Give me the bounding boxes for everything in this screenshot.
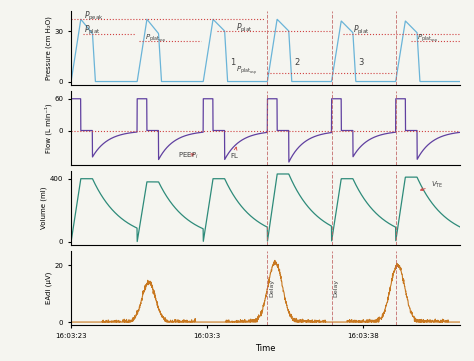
X-axis label: Time: Time bbox=[255, 344, 276, 353]
Text: $P_\mathrm{plat_{asp}}$: $P_\mathrm{plat_{asp}}$ bbox=[145, 33, 166, 45]
Y-axis label: Volume (ml): Volume (ml) bbox=[41, 187, 47, 229]
Text: $V_\mathrm{TE}$: $V_\mathrm{TE}$ bbox=[420, 179, 443, 191]
Text: $P_\mathrm{plat}$: $P_\mathrm{plat}$ bbox=[84, 24, 100, 37]
Text: $\mathrm{PEEP}_i$: $\mathrm{PEEP}_i$ bbox=[178, 151, 199, 161]
Text: FL: FL bbox=[230, 147, 238, 159]
Text: $P_\mathrm{peak}$: $P_\mathrm{peak}$ bbox=[84, 10, 103, 23]
Y-axis label: EAdi (μV): EAdi (μV) bbox=[46, 272, 52, 304]
Text: 2: 2 bbox=[294, 58, 300, 67]
Y-axis label: Pressure (cm H₂O): Pressure (cm H₂O) bbox=[45, 16, 52, 80]
Text: $P_\mathrm{plat}$: $P_\mathrm{plat}$ bbox=[236, 22, 253, 35]
Text: 1: 1 bbox=[230, 58, 236, 67]
Text: $P_\mathrm{plat}$: $P_\mathrm{plat}$ bbox=[353, 24, 370, 37]
Text: 3: 3 bbox=[359, 58, 364, 67]
Text: Delay: Delay bbox=[333, 279, 338, 297]
Text: $P_\mathrm{plat_{asp}}$: $P_\mathrm{plat_{asp}}$ bbox=[236, 65, 258, 77]
Text: $P_\mathrm{plat_{asp}}$: $P_\mathrm{plat_{asp}}$ bbox=[417, 33, 438, 45]
Y-axis label: Flow (L min⁻¹): Flow (L min⁻¹) bbox=[44, 103, 52, 153]
Text: Delay: Delay bbox=[269, 279, 274, 297]
